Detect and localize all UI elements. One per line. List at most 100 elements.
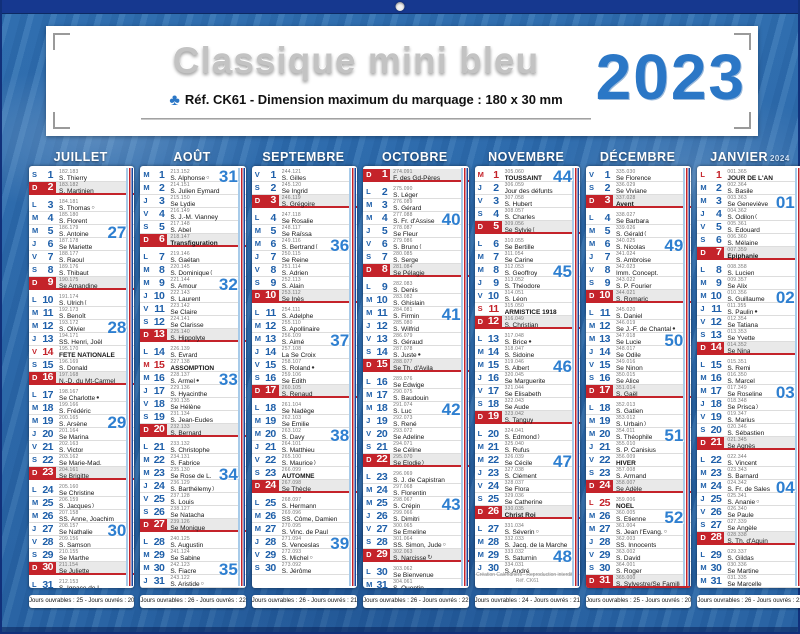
day-number: 29: [487, 548, 499, 561]
day-row-août-19: S 19 231.134 S. Jean-Eudes: [140, 411, 246, 424]
saint-name: Se Geneviève: [727, 200, 769, 208]
moon-phase-icon: ●: [96, 395, 100, 401]
day-row-juillet-27: J 27 208.157 Se Nathalie 30: [29, 521, 135, 540]
saint-name: S. Clément: [504, 472, 537, 480]
day-cell: D 30: [29, 562, 56, 573]
saint-name: S. Crépin: [393, 502, 421, 510]
day-info: 269.096 SS. Côme, Damien: [279, 510, 357, 523]
day-number: 2: [47, 181, 54, 193]
saint-line: S. Roland ●: [282, 365, 348, 372]
day-info: 281.084 Se Pélagie: [390, 264, 469, 277]
day-of-year-counter: 226.139: [170, 346, 190, 352]
saint-line: S. Crépin: [393, 503, 459, 510]
day-cell: L 10: [29, 294, 56, 306]
saint-name: N.-D. du Mt-Carmel: [59, 377, 116, 385]
day-of-year-counter: 311.054: [504, 251, 524, 257]
day-row-décembre-20: M 20 354.011 S. Théophile 51: [585, 426, 692, 445]
day-of-year-counter: 200.165: [59, 415, 79, 421]
day-of-year-counter: 009.357: [727, 277, 747, 283]
day-cell: V 10: [475, 290, 502, 302]
day-row-janvier-15: L 15 015.351 S. Remi: [697, 359, 800, 372]
day-letter: S: [477, 209, 483, 218]
day-letter: L: [588, 308, 594, 317]
day-number: 31: [42, 578, 53, 588]
day-row-août-15: M 15 227.138 ASSOMPTION: [140, 359, 246, 372]
saint-line: S. Adrien: [282, 270, 348, 277]
day-number: 13: [265, 332, 276, 345]
day-letter: M: [588, 226, 596, 235]
day-cell: M 11: [29, 307, 56, 319]
day-letter: S: [588, 183, 594, 192]
saint-name: S. Alain: [281, 282, 304, 290]
day-info: 361.004 S. Jean l'Évang. ○: [613, 523, 691, 536]
saint-name: Transfiguration: [170, 239, 218, 247]
day-of-year-counter: 364.001: [615, 562, 636, 568]
saint-name: S. Bruno: [393, 243, 419, 251]
day-of-year-counter: 274.091: [393, 169, 413, 175]
day-cell: S 26: [140, 506, 167, 518]
day-letter: J: [143, 386, 148, 395]
saint-line: S. Apollinaire: [282, 326, 348, 333]
day-of-year-counter: 275.090: [393, 186, 413, 192]
day-row-novembre-12: D 12 316.049 S. Christian: [474, 316, 580, 329]
day-info: 328.037 Se Flora: [502, 480, 580, 493]
day-number: 21: [265, 440, 276, 453]
day-info: 311.054 Se Carine: [502, 251, 580, 264]
day-info: 200.165 S. Arsène 29: [56, 413, 134, 432]
day-of-year-counter: 261.104: [281, 402, 302, 408]
day-number: 10: [42, 293, 53, 306]
day-info: 256.109 S. Aimé 37: [279, 331, 357, 350]
day-of-year-counter: 237.128: [170, 493, 190, 499]
day-cell: L 30: [363, 566, 390, 578]
day-row-octobre-3: M 3 276.089 S. Gérard: [363, 199, 469, 212]
day-info: 210.155 Se Marthe: [56, 549, 134, 562]
saint-name: S. Th. d'Aquin: [727, 537, 768, 545]
day-info: 278.087 Se Fleur: [390, 225, 468, 238]
saint-line: F. des Gd-Pères: [393, 175, 459, 182]
day-number: 27: [710, 518, 722, 531]
day-letter: S: [588, 373, 594, 382]
day-number: 16: [153, 371, 165, 384]
day-cell: J 20: [29, 428, 56, 440]
ribbon-stripes: [349, 168, 357, 586]
day-of-year-counter: 362.003: [615, 536, 636, 542]
day-number: 24: [265, 479, 276, 491]
day-of-year-counter: 317.048: [504, 333, 525, 339]
saint-name: Se Natacha: [170, 511, 205, 519]
day-number: 13: [153, 328, 165, 340]
day-letter: S: [366, 347, 372, 356]
saint-name: Se Sabine: [170, 554, 201, 562]
day-cell: D 29: [363, 549, 391, 560]
day-cell: M 15: [475, 359, 502, 371]
saint-name: S. Léon: [504, 295, 527, 303]
day-of-year-counter: 225.140: [170, 329, 190, 335]
day-number: 17: [153, 384, 165, 397]
saint-line: S. Tanguy: [505, 417, 571, 424]
day-of-year-counter: 005.361: [727, 221, 747, 227]
saint-name: Se Raïssa: [281, 230, 312, 238]
day-letter: M: [477, 347, 484, 356]
day-cell: S 22: [29, 454, 56, 466]
saint-line: S. Hyacinthe: [170, 391, 236, 398]
saint-name: S. Roger: [615, 567, 642, 575]
saint-name: Se Reine: [281, 256, 309, 264]
day-info: 355.010 S. P. Canisius: [613, 441, 691, 454]
saint-name: S. Fabrice: [170, 459, 201, 467]
day-row-octobre-4: M 4 277.088 S. Fr. d'Assise 40: [363, 210, 469, 229]
day-of-year-counter: 220.145: [170, 264, 190, 270]
saint-line: Se Amandine: [59, 283, 125, 290]
day-number: 7: [159, 250, 165, 263]
saint-line: S. J. de Capistran: [393, 477, 459, 484]
day-row-janvier-6: S 6 006.360 S. Mélaine: [697, 234, 800, 247]
day-letter: M: [366, 308, 373, 317]
saint-name: S. Matthieu: [281, 446, 315, 454]
day-row-janvier-20: S 20 020.346 S. Sébastien: [697, 424, 800, 437]
day-of-year-counter: 305.060: [504, 169, 525, 175]
day-info: 005.361 S. Édouard: [724, 221, 800, 234]
saint-line: S. Baudouin: [393, 395, 459, 402]
day-number: 20: [710, 423, 722, 436]
day-of-year-counter: 242.123: [170, 562, 190, 568]
day-letter: M: [700, 373, 707, 382]
